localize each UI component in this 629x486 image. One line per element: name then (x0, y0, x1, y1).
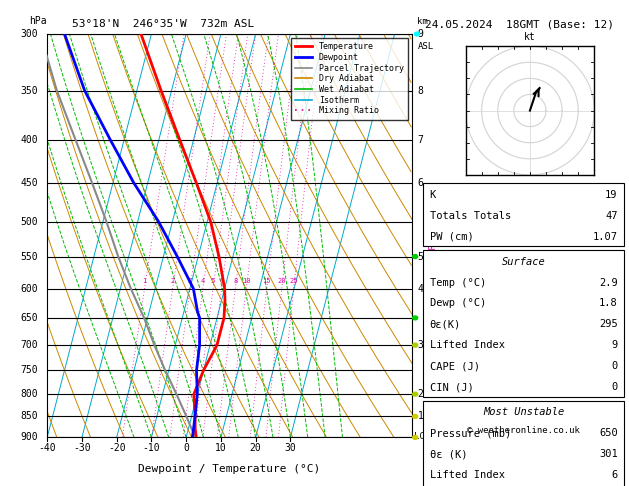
Text: km: km (418, 17, 428, 26)
Text: 650: 650 (599, 428, 618, 438)
Text: PW (cm): PW (cm) (430, 231, 474, 242)
Text: 1.07: 1.07 (593, 231, 618, 242)
Text: Mixing Ratio (g/kg): Mixing Ratio (g/kg) (430, 185, 438, 287)
Text: 3: 3 (188, 278, 192, 284)
Text: 8: 8 (233, 278, 237, 284)
Text: 500: 500 (20, 217, 38, 226)
Text: 0: 0 (183, 443, 189, 453)
Text: 10: 10 (242, 278, 250, 284)
Text: 4: 4 (201, 278, 205, 284)
Text: 4: 4 (418, 283, 423, 294)
Text: 20: 20 (277, 278, 286, 284)
Text: kt: kt (524, 32, 536, 42)
Text: 2.9: 2.9 (599, 278, 618, 288)
FancyBboxPatch shape (423, 250, 624, 397)
Text: -40: -40 (38, 443, 56, 453)
Text: 700: 700 (20, 340, 38, 350)
Text: 9: 9 (418, 29, 423, 39)
Text: 30: 30 (284, 443, 296, 453)
Text: Lifted Index: Lifted Index (430, 470, 504, 480)
Text: 300: 300 (20, 29, 38, 39)
Text: 53°18'N  246°35'W  732m ASL: 53°18'N 246°35'W 732m ASL (72, 19, 255, 29)
Text: 10: 10 (215, 443, 227, 453)
Text: Most Unstable: Most Unstable (483, 407, 564, 417)
Text: 400: 400 (20, 135, 38, 145)
Text: 1: 1 (418, 412, 423, 421)
Text: 1: 1 (142, 278, 147, 284)
Text: 450: 450 (20, 178, 38, 188)
Text: 24.05.2024  18GMT (Base: 12): 24.05.2024 18GMT (Base: 12) (425, 19, 613, 29)
Text: 0: 0 (611, 382, 618, 392)
Text: 15: 15 (262, 278, 271, 284)
Text: ASL: ASL (418, 42, 433, 51)
Text: 6: 6 (418, 178, 423, 188)
Text: 3: 3 (418, 340, 423, 350)
Text: 850: 850 (20, 412, 38, 421)
Text: 25: 25 (289, 278, 298, 284)
Text: hPa: hPa (29, 16, 47, 26)
Text: 47: 47 (605, 210, 618, 221)
Text: 6: 6 (220, 278, 224, 284)
FancyBboxPatch shape (423, 401, 624, 486)
Text: 1.8: 1.8 (599, 298, 618, 309)
Text: θε(K): θε(K) (430, 319, 461, 330)
Legend: Temperature, Dewpoint, Parcel Trajectory, Dry Adiabat, Wet Adiabat, Isotherm, Mi: Temperature, Dewpoint, Parcel Trajectory… (291, 38, 408, 120)
Text: Pressure (mb): Pressure (mb) (430, 428, 511, 438)
Text: Totals Totals: Totals Totals (430, 210, 511, 221)
Text: 900: 900 (20, 433, 38, 442)
Text: 9: 9 (611, 340, 618, 350)
Text: Lifted Index: Lifted Index (430, 340, 504, 350)
Text: 2: 2 (170, 278, 175, 284)
Text: 5: 5 (418, 252, 423, 261)
Text: Surface: Surface (502, 257, 545, 266)
Text: K: K (430, 190, 436, 200)
Text: 2: 2 (418, 389, 423, 399)
Text: 5: 5 (211, 278, 215, 284)
Text: CIN (J): CIN (J) (430, 382, 474, 392)
Text: 8: 8 (418, 86, 423, 96)
Text: 550: 550 (20, 252, 38, 261)
Text: 20: 20 (250, 443, 262, 453)
Text: 600: 600 (20, 283, 38, 294)
Text: 800: 800 (20, 389, 38, 399)
Text: Temp (°C): Temp (°C) (430, 278, 486, 288)
Text: LCL: LCL (414, 432, 430, 441)
Text: -10: -10 (143, 443, 160, 453)
Text: Dewpoint / Temperature (°C): Dewpoint / Temperature (°C) (138, 464, 321, 474)
Text: 295: 295 (599, 319, 618, 330)
Text: 650: 650 (20, 313, 38, 323)
Text: 6: 6 (611, 470, 618, 480)
Text: Dewp (°C): Dewp (°C) (430, 298, 486, 309)
Text: CAPE (J): CAPE (J) (430, 362, 479, 371)
Text: 750: 750 (20, 365, 38, 376)
Text: 301: 301 (599, 450, 618, 459)
Text: 350: 350 (20, 86, 38, 96)
Text: -30: -30 (73, 443, 91, 453)
Text: -20: -20 (108, 443, 125, 453)
FancyBboxPatch shape (423, 183, 624, 246)
Text: 19: 19 (605, 190, 618, 200)
Text: θε (K): θε (K) (430, 450, 467, 459)
Text: 0: 0 (611, 362, 618, 371)
Text: 7: 7 (418, 135, 423, 145)
Text: © weatheronline.co.uk: © weatheronline.co.uk (467, 426, 580, 435)
